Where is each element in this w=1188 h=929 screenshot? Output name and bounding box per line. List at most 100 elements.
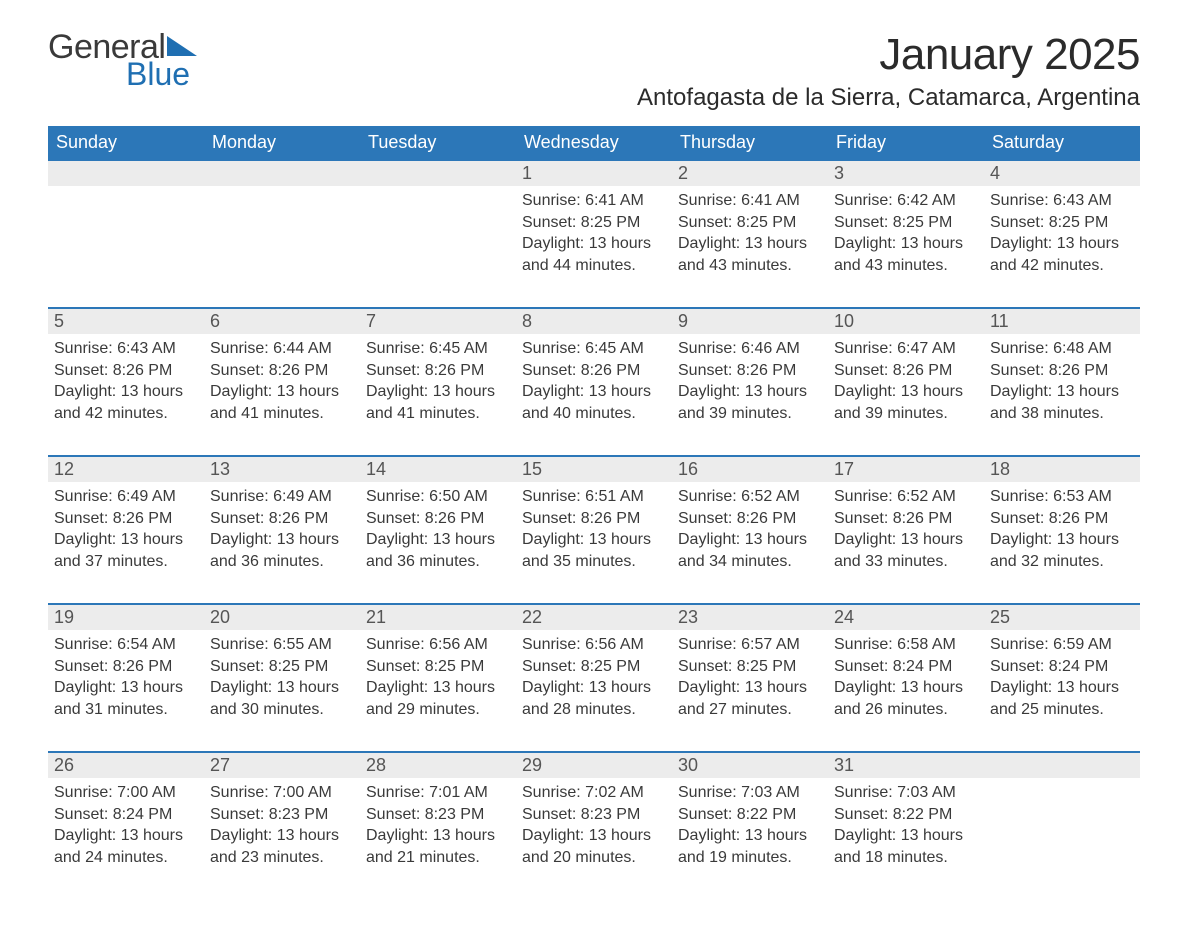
day-details: Sunrise: 7:01 AMSunset: 8:23 PMDaylight:…	[360, 778, 516, 878]
day-number: 17	[828, 455, 984, 482]
day-sunrise-text: Sunrise: 7:02 AM	[522, 782, 666, 804]
day-sunset-text: Sunset: 8:26 PM	[678, 508, 822, 530]
day-sunset-text: Sunset: 8:26 PM	[678, 360, 822, 382]
day-details: Sunrise: 6:44 AMSunset: 8:26 PMDaylight:…	[204, 334, 360, 434]
day-header: Monday	[204, 126, 360, 159]
calendar-day-cell: 22Sunrise: 6:56 AMSunset: 8:25 PMDayligh…	[516, 603, 672, 751]
day-number: 31	[828, 751, 984, 778]
day-details: Sunrise: 6:41 AMSunset: 8:25 PMDaylight:…	[672, 186, 828, 286]
page-header: General Blue January 2025 Antofagasta de…	[48, 30, 1140, 122]
day-daylight1-text: Daylight: 13 hours	[678, 677, 822, 699]
day-sunset-text: Sunset: 8:24 PM	[54, 804, 198, 826]
day-sunset-text: Sunset: 8:26 PM	[834, 508, 978, 530]
day-details: Sunrise: 6:57 AMSunset: 8:25 PMDaylight:…	[672, 630, 828, 730]
day-number: 7	[360, 307, 516, 334]
day-sunset-text: Sunset: 8:25 PM	[678, 212, 822, 234]
day-sunset-text: Sunset: 8:25 PM	[678, 656, 822, 678]
day-details: Sunrise: 6:49 AMSunset: 8:26 PMDaylight:…	[204, 482, 360, 582]
day-number: 3	[828, 159, 984, 186]
calendar-day-cell: 8Sunrise: 6:45 AMSunset: 8:26 PMDaylight…	[516, 307, 672, 455]
calendar-day-cell: 27Sunrise: 7:00 AMSunset: 8:23 PMDayligh…	[204, 751, 360, 899]
day-sunset-text: Sunset: 8:25 PM	[210, 656, 354, 678]
calendar-day-cell: 3Sunrise: 6:42 AMSunset: 8:25 PMDaylight…	[828, 159, 984, 307]
day-daylight2-text: and 41 minutes.	[366, 403, 510, 425]
day-daylight1-text: Daylight: 13 hours	[210, 529, 354, 551]
day-daylight1-text: Daylight: 13 hours	[522, 677, 666, 699]
day-details: Sunrise: 6:59 AMSunset: 8:24 PMDaylight:…	[984, 630, 1140, 730]
calendar-day-cell: 16Sunrise: 6:52 AMSunset: 8:26 PMDayligh…	[672, 455, 828, 603]
day-number: 9	[672, 307, 828, 334]
day-sunrise-text: Sunrise: 6:55 AM	[210, 634, 354, 656]
day-number: 15	[516, 455, 672, 482]
day-daylight2-text: and 27 minutes.	[678, 699, 822, 721]
day-daylight2-text: and 44 minutes.	[522, 255, 666, 277]
calendar-day-cell: 9Sunrise: 6:46 AMSunset: 8:26 PMDaylight…	[672, 307, 828, 455]
calendar-day-cell: 2Sunrise: 6:41 AMSunset: 8:25 PMDaylight…	[672, 159, 828, 307]
day-sunset-text: Sunset: 8:23 PM	[522, 804, 666, 826]
day-daylight1-text: Daylight: 13 hours	[54, 529, 198, 551]
day-sunset-text: Sunset: 8:26 PM	[522, 360, 666, 382]
day-number: 21	[360, 603, 516, 630]
day-sunset-text: Sunset: 8:25 PM	[522, 656, 666, 678]
day-sunrise-text: Sunrise: 6:41 AM	[522, 190, 666, 212]
day-sunset-text: Sunset: 8:26 PM	[990, 508, 1134, 530]
calendar-table: SundayMondayTuesdayWednesdayThursdayFrid…	[48, 126, 1140, 899]
day-daylight2-text: and 19 minutes.	[678, 847, 822, 869]
day-daylight2-text: and 26 minutes.	[834, 699, 978, 721]
day-details: Sunrise: 6:42 AMSunset: 8:25 PMDaylight:…	[828, 186, 984, 286]
day-number: 20	[204, 603, 360, 630]
day-number	[48, 159, 204, 186]
day-daylight1-text: Daylight: 13 hours	[990, 233, 1134, 255]
calendar-day-cell: 4Sunrise: 6:43 AMSunset: 8:25 PMDaylight…	[984, 159, 1140, 307]
day-number: 30	[672, 751, 828, 778]
day-number: 19	[48, 603, 204, 630]
calendar-day-cell: 13Sunrise: 6:49 AMSunset: 8:26 PMDayligh…	[204, 455, 360, 603]
logo-word-blue: Blue	[126, 58, 190, 90]
calendar-day-cell: 10Sunrise: 6:47 AMSunset: 8:26 PMDayligh…	[828, 307, 984, 455]
logo: General Blue	[48, 30, 201, 90]
day-number: 2	[672, 159, 828, 186]
calendar-day-cell: 20Sunrise: 6:55 AMSunset: 8:25 PMDayligh…	[204, 603, 360, 751]
calendar-week-row: 19Sunrise: 6:54 AMSunset: 8:26 PMDayligh…	[48, 603, 1140, 751]
day-sunset-text: Sunset: 8:25 PM	[522, 212, 666, 234]
day-daylight1-text: Daylight: 13 hours	[990, 677, 1134, 699]
day-number: 29	[516, 751, 672, 778]
day-number: 10	[828, 307, 984, 334]
day-header: Sunday	[48, 126, 204, 159]
calendar-day-cell: 21Sunrise: 6:56 AMSunset: 8:25 PMDayligh…	[360, 603, 516, 751]
day-details: Sunrise: 6:45 AMSunset: 8:26 PMDaylight:…	[360, 334, 516, 434]
day-number	[360, 159, 516, 186]
day-daylight2-text: and 43 minutes.	[678, 255, 822, 277]
day-number: 13	[204, 455, 360, 482]
day-daylight2-text: and 23 minutes.	[210, 847, 354, 869]
day-number: 8	[516, 307, 672, 334]
day-daylight1-text: Daylight: 13 hours	[834, 233, 978, 255]
day-daylight1-text: Daylight: 13 hours	[366, 825, 510, 847]
day-number: 26	[48, 751, 204, 778]
day-daylight1-text: Daylight: 13 hours	[54, 677, 198, 699]
day-daylight1-text: Daylight: 13 hours	[54, 381, 198, 403]
day-header: Friday	[828, 126, 984, 159]
day-daylight1-text: Daylight: 13 hours	[834, 529, 978, 551]
day-sunrise-text: Sunrise: 7:03 AM	[678, 782, 822, 804]
calendar-day-cell	[48, 159, 204, 307]
day-number: 4	[984, 159, 1140, 186]
day-sunrise-text: Sunrise: 6:57 AM	[678, 634, 822, 656]
calendar-day-cell: 28Sunrise: 7:01 AMSunset: 8:23 PMDayligh…	[360, 751, 516, 899]
calendar-day-cell: 7Sunrise: 6:45 AMSunset: 8:26 PMDaylight…	[360, 307, 516, 455]
day-sunrise-text: Sunrise: 6:43 AM	[990, 190, 1134, 212]
day-sunset-text: Sunset: 8:24 PM	[990, 656, 1134, 678]
day-details: Sunrise: 6:49 AMSunset: 8:26 PMDaylight:…	[48, 482, 204, 582]
day-daylight2-text: and 30 minutes.	[210, 699, 354, 721]
calendar-day-cell: 6Sunrise: 6:44 AMSunset: 8:26 PMDaylight…	[204, 307, 360, 455]
day-daylight2-text: and 34 minutes.	[678, 551, 822, 573]
day-daylight1-text: Daylight: 13 hours	[990, 529, 1134, 551]
day-header: Tuesday	[360, 126, 516, 159]
day-header: Thursday	[672, 126, 828, 159]
calendar-day-cell: 5Sunrise: 6:43 AMSunset: 8:26 PMDaylight…	[48, 307, 204, 455]
day-details: Sunrise: 6:43 AMSunset: 8:25 PMDaylight:…	[984, 186, 1140, 286]
day-daylight1-text: Daylight: 13 hours	[678, 529, 822, 551]
day-sunrise-text: Sunrise: 6:41 AM	[678, 190, 822, 212]
day-daylight2-text: and 36 minutes.	[366, 551, 510, 573]
calendar-day-cell: 1Sunrise: 6:41 AMSunset: 8:25 PMDaylight…	[516, 159, 672, 307]
